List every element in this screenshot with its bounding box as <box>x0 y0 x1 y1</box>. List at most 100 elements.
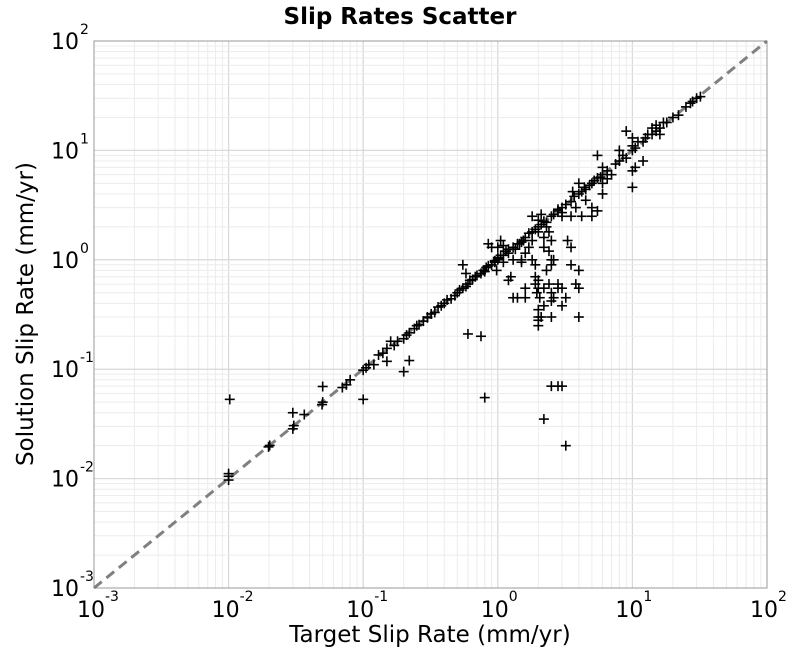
data-point <box>508 254 519 265</box>
data-point <box>429 307 440 318</box>
data-point <box>630 162 641 173</box>
data-point <box>223 468 234 479</box>
data-point <box>520 283 531 294</box>
data-point <box>621 153 632 164</box>
data-point <box>530 259 541 270</box>
data-point <box>538 283 549 294</box>
data-point <box>543 246 554 257</box>
y-tick-label: 10 -1 <box>51 350 94 383</box>
data-point <box>566 211 577 222</box>
data-point <box>381 343 392 354</box>
data-point <box>498 257 509 268</box>
svg-text:-3: -3 <box>105 589 119 605</box>
data-point <box>606 169 617 180</box>
data-point <box>614 156 625 167</box>
data-point <box>597 178 608 189</box>
data-point <box>543 226 554 237</box>
data-point <box>566 196 577 207</box>
data-point <box>505 271 516 282</box>
y-tick-label: 10 1 <box>51 131 89 164</box>
data-point <box>500 246 511 257</box>
data-point <box>546 235 557 246</box>
data-point <box>398 366 409 377</box>
data-point <box>562 235 573 246</box>
data-point <box>491 265 502 276</box>
y-tick-label: 10 -2 <box>51 460 94 493</box>
data-point <box>538 232 549 243</box>
data-point <box>546 312 557 323</box>
data-point <box>520 248 531 259</box>
data-point <box>381 356 392 367</box>
plot-frame <box>93 40 768 589</box>
data-point <box>527 235 538 246</box>
data-point <box>263 441 274 452</box>
x-tick-label: 10-1 <box>346 589 388 623</box>
data-point <box>560 440 571 451</box>
data-point <box>569 191 580 202</box>
svg-text:1: 1 <box>80 131 89 147</box>
data-point <box>288 420 299 431</box>
data-point <box>647 123 658 134</box>
data-point <box>523 242 534 253</box>
x-tick-label: 10-3 <box>77 589 119 623</box>
data-point <box>527 254 538 265</box>
svg-text:10: 10 <box>615 598 643 623</box>
svg-text:1: 1 <box>643 589 652 605</box>
svg-text:10: 10 <box>51 468 79 493</box>
data-point <box>495 235 506 246</box>
data-point <box>654 129 665 140</box>
x-tick-label: 101 <box>615 589 652 623</box>
data-point <box>566 259 577 270</box>
svg-text:10: 10 <box>51 30 79 55</box>
data-point <box>627 132 638 143</box>
data-point <box>592 150 603 161</box>
data-point <box>661 117 672 128</box>
data-point <box>566 242 577 253</box>
data-point <box>695 91 706 102</box>
x-tick-label: 100 <box>481 589 518 623</box>
data-point <box>602 173 613 184</box>
data-point <box>299 409 310 420</box>
data-point <box>592 205 603 216</box>
y-tick-label: 10 -3 <box>51 569 94 602</box>
data-point <box>597 188 608 199</box>
svg-text:10: 10 <box>51 358 79 383</box>
data-points <box>223 91 706 486</box>
svg-text:0: 0 <box>509 589 518 605</box>
data-point <box>580 195 591 206</box>
data-point <box>527 211 538 222</box>
svg-text:2: 2 <box>778 589 787 605</box>
data-point <box>404 327 415 338</box>
data-point <box>392 336 403 347</box>
data-point <box>552 204 563 215</box>
svg-text:-1: -1 <box>374 589 388 605</box>
x-axis-label: Target Slip Rate (mm/yr) <box>288 622 570 648</box>
data-point <box>570 202 581 213</box>
data-point <box>534 292 545 303</box>
data-point <box>557 283 568 294</box>
svg-text:2: 2 <box>80 22 89 38</box>
data-point <box>287 407 298 418</box>
data-point <box>479 392 490 403</box>
data-point <box>638 156 649 167</box>
svg-text:10: 10 <box>212 598 240 623</box>
data-point <box>475 331 486 342</box>
svg-text:10: 10 <box>481 598 509 623</box>
data-point <box>538 414 549 425</box>
data-point <box>462 328 473 339</box>
data-point <box>667 112 678 123</box>
data-point <box>518 235 529 246</box>
svg-text:0: 0 <box>80 241 89 257</box>
data-point <box>224 394 235 405</box>
data-point <box>567 186 578 197</box>
data-point <box>586 202 597 213</box>
data-point <box>498 240 509 251</box>
data-point <box>373 349 384 360</box>
data-point <box>460 268 471 279</box>
data-point <box>579 182 590 193</box>
data-point <box>483 238 494 249</box>
data-point <box>548 292 559 303</box>
svg-text:-2: -2 <box>240 589 254 605</box>
